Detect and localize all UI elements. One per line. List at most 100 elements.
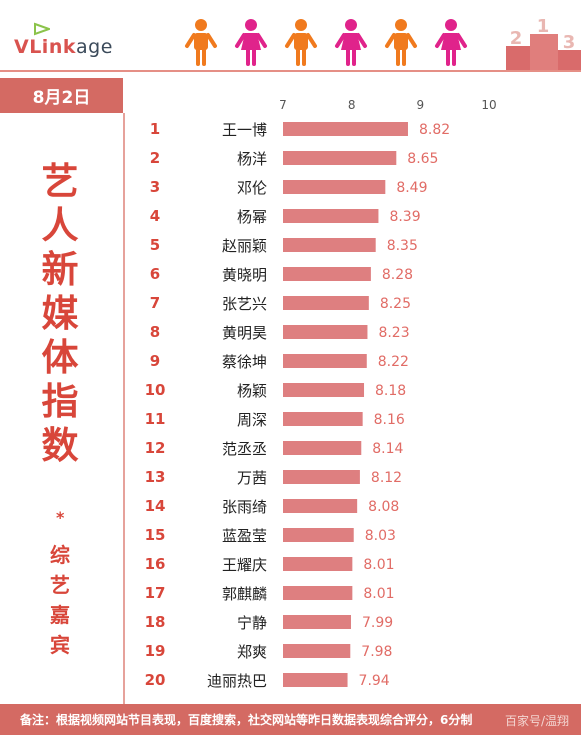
value-label: 8.08: [368, 499, 399, 515]
value-label: 8.14: [372, 441, 403, 457]
category-label: 赵丽颖: [222, 237, 267, 255]
subtitle-char: 宾: [50, 633, 70, 657]
value-label: 8.39: [389, 209, 420, 225]
value-label: 8.01: [363, 557, 394, 573]
bar: [283, 673, 348, 687]
category-label: 宁静: [237, 614, 267, 632]
bar: [283, 267, 371, 281]
person-icon: [235, 19, 267, 66]
bar: [283, 499, 358, 513]
bar: [283, 209, 379, 223]
category-label: 黄晓明: [222, 266, 267, 284]
podium-label: 3: [563, 32, 576, 53]
bar: [283, 586, 353, 600]
podium-label: 1: [537, 18, 550, 37]
rank-label: 4: [150, 207, 160, 225]
title-char: 人: [41, 204, 79, 247]
value-label: 8.65: [407, 151, 438, 167]
value-label: 8.18: [375, 383, 406, 399]
bar: [283, 644, 351, 658]
person-icon: [335, 19, 367, 66]
title-char: 体: [41, 336, 79, 379]
bar: [283, 412, 363, 426]
date-badge: 8月2日: [0, 78, 123, 113]
side-panel: [0, 113, 125, 704]
bar: [283, 296, 369, 310]
value-label: 7.98: [361, 644, 392, 660]
logo-play-icon: [34, 22, 50, 36]
category-label: 郑爽: [237, 643, 267, 661]
rank-label: 8: [150, 323, 160, 341]
category-label: 王一博: [222, 121, 267, 139]
footer-note: 备注：根据视频网站节目表现，百度搜索，社交网站等昨日数据表现综合评分，6分制: [0, 704, 581, 735]
subtitle-char: 综: [50, 543, 70, 567]
category-label: 蔡徐坤: [222, 353, 267, 371]
rank-label: 12: [145, 439, 166, 457]
value-label: 8.82: [419, 122, 450, 138]
rank-label: 7: [150, 294, 160, 312]
bar: [283, 325, 368, 339]
category-label: 万茜: [237, 469, 267, 487]
vertical-title: 艺人新媒体指数: [30, 160, 90, 468]
category-label: 蓝盈莹: [222, 527, 267, 545]
subtitle-char: 艺: [50, 573, 70, 597]
title-char: 指: [41, 380, 79, 423]
value-label: 7.99: [362, 615, 393, 631]
rank-label: 14: [145, 497, 166, 515]
rank-label: 19: [145, 642, 166, 660]
subtitle-char: 嘉: [50, 603, 70, 627]
bar: [283, 151, 397, 165]
value-label: 8.12: [371, 470, 402, 486]
vertical-subtitle: 综艺嘉宾: [44, 540, 76, 660]
bar: [283, 180, 386, 194]
category-label: 张雨绮: [222, 498, 267, 516]
value-label: 8.16: [374, 412, 405, 428]
bar: [283, 615, 351, 629]
rank-label: 17: [145, 584, 166, 602]
rank-label: 13: [145, 468, 166, 486]
value-label: 8.28: [382, 267, 413, 283]
person-icon: [435, 19, 467, 66]
bar: [283, 238, 376, 252]
person-icon: [185, 19, 217, 66]
logo: VLinkage: [14, 36, 113, 58]
bar: [283, 528, 354, 542]
title-char: 艺: [41, 160, 79, 203]
category-label: 郭麒麟: [222, 585, 267, 603]
header-divider: [0, 70, 581, 72]
x-tick-label: 7: [279, 98, 287, 112]
rank-label: 3: [150, 178, 160, 196]
rank-label: 15: [145, 526, 166, 544]
podium-label: 2: [510, 28, 523, 49]
person-icon: [385, 19, 417, 66]
bar: [283, 122, 408, 136]
x-tick-label: 9: [417, 98, 425, 112]
people-icons: [185, 19, 467, 66]
category-label: 杨洋: [237, 150, 267, 168]
rank-label: 16: [145, 555, 166, 573]
rank-label: 2: [150, 149, 160, 167]
value-label: 8.01: [363, 586, 394, 602]
bar-chart: 7 8 9 10 1 王一博 8.82 2 杨洋 8.65 3 邓伦 8.49 4 杨幂 8.39 5 赵丽颖 8.…: [145, 98, 497, 690]
title-char: 新: [41, 248, 79, 291]
value-label: 8.25: [380, 296, 411, 312]
category-label: 范丞丞: [222, 440, 267, 458]
category-label: 迪丽热巴: [207, 672, 267, 690]
title-char: 媒: [41, 292, 79, 335]
category-label: 邓伦: [237, 179, 267, 197]
bar: [283, 383, 365, 397]
value-label: 8.22: [378, 354, 409, 370]
watermark: 百家号/温翔: [504, 714, 569, 728]
category-label: 王耀庆: [222, 556, 267, 574]
title-char: 数: [41, 424, 79, 467]
rank-label: 11: [145, 410, 166, 428]
rank-label: 1: [150, 120, 160, 138]
person-icon: [285, 19, 317, 66]
rank-label: 18: [145, 613, 166, 631]
bar: [283, 470, 360, 484]
bar: [283, 441, 362, 455]
category-label: 周深: [237, 411, 267, 429]
bar: [283, 354, 367, 368]
rank-label: 6: [150, 265, 160, 283]
category-label: 杨幂: [237, 208, 267, 226]
